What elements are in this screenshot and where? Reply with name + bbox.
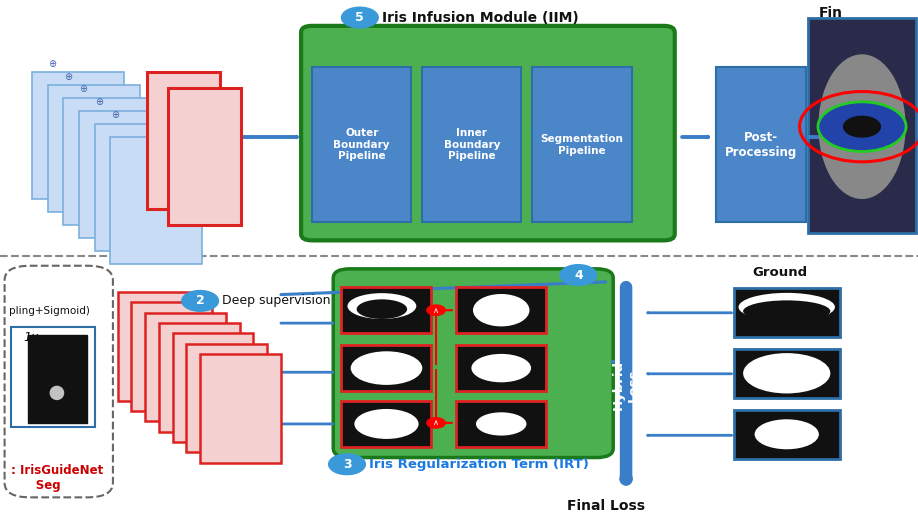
Circle shape [341,7,378,28]
Bar [147,72,220,209]
Bar [734,410,840,459]
Text: Iris Regularization Term (IRT): Iris Regularization Term (IRT) [369,458,589,471]
Text: Segmentation
Pipeline: Segmentation Pipeline [541,134,623,156]
Bar [110,137,202,264]
Text: Ground: Ground [753,266,808,280]
Bar [173,333,253,442]
Bar [456,345,546,391]
Circle shape [560,265,597,285]
Text: ⊕: ⊕ [111,110,118,120]
Text: Hybrid
Loss: Hybrid Loss [612,360,640,410]
Bar [456,287,546,333]
Bar [341,401,431,447]
Text: 1x: 1x [24,330,39,344]
Ellipse shape [818,54,905,199]
Text: ⊕: ⊕ [80,84,87,95]
Bar [532,67,632,222]
Bar [159,323,240,432]
Ellipse shape [738,293,835,322]
Text: ∧: ∧ [433,306,439,315]
Bar [716,67,806,222]
Bar [312,67,411,222]
Bar [734,288,840,337]
Text: Outer
Boundary
Pipeline: Outer Boundary Pipeline [333,128,390,161]
Text: 2: 2 [196,294,205,308]
Text: 5: 5 [355,11,364,24]
Ellipse shape [351,352,422,385]
Circle shape [844,116,880,137]
Bar [145,313,226,421]
Text: ⊕: ⊕ [64,71,72,82]
Text: : IrisGuideNet
      Seg: : IrisGuideNet Seg [11,464,103,492]
Text: 3: 3 [342,458,352,471]
Text: Iris Infusion Module (IIM): Iris Infusion Module (IIM) [382,10,578,25]
Ellipse shape [354,409,419,439]
Bar [168,88,241,225]
Circle shape [182,291,218,311]
Bar [32,72,124,199]
Bar [341,287,431,333]
Circle shape [427,305,445,315]
Bar [79,111,171,238]
Ellipse shape [744,353,831,393]
Circle shape [474,295,529,326]
Bar [131,302,212,411]
Bar [734,349,840,398]
Text: pling+Sigmoid): pling+Sigmoid) [9,306,90,316]
Bar [48,85,140,212]
Ellipse shape [755,419,819,449]
Bar [422,67,521,222]
Ellipse shape [50,386,64,400]
Circle shape [427,418,445,428]
Text: Final Loss: Final Loss [567,498,645,513]
Bar [186,344,267,452]
FancyBboxPatch shape [301,26,675,240]
Bar [63,98,155,225]
FancyBboxPatch shape [333,269,613,458]
Text: Inner
Boundary
Pipeline: Inner Boundary Pipeline [443,128,500,161]
Text: 4: 4 [574,268,583,282]
Bar [95,124,186,251]
Bar [28,335,87,423]
Text: ∧: ∧ [433,418,439,428]
Text: ⊕: ⊕ [49,58,56,69]
Circle shape [329,454,365,475]
Bar [11,327,95,427]
Ellipse shape [476,413,527,435]
Bar [808,18,916,233]
Ellipse shape [744,300,831,322]
Text: ⊕: ⊕ [95,97,103,108]
Ellipse shape [347,293,416,319]
Ellipse shape [472,354,531,383]
Circle shape [819,102,905,151]
Text: Deep supervision: Deep supervision [222,294,330,308]
Bar [200,354,281,463]
Bar [341,345,431,391]
Bar [118,292,198,401]
Ellipse shape [356,299,407,319]
Text: Fin: Fin [819,6,843,20]
Bar [456,401,546,447]
Text: Post-
Processing: Post- Processing [725,131,797,159]
